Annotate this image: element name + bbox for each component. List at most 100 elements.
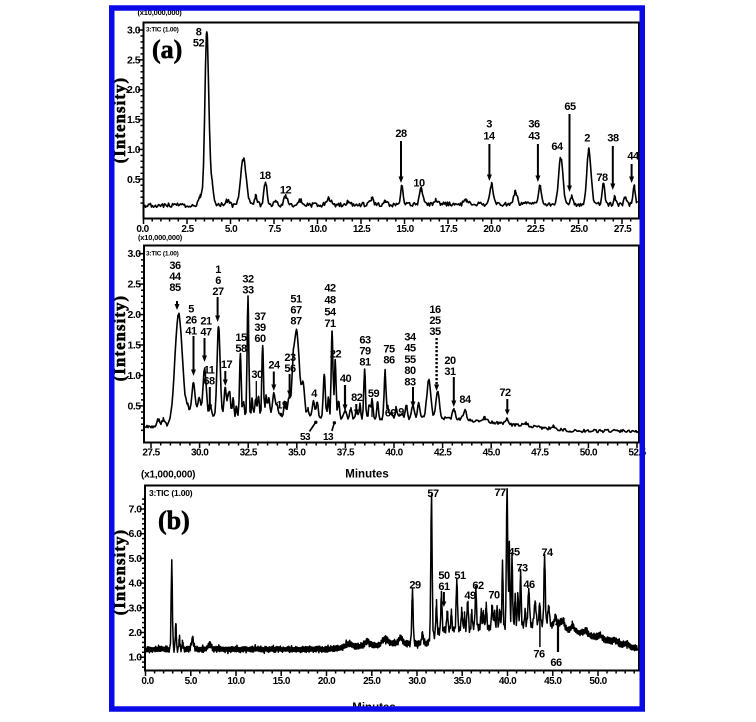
svg-text:3: 3 <box>486 119 492 131</box>
svg-text:47: 47 <box>200 327 212 339</box>
svg-text:38: 38 <box>607 133 619 145</box>
svg-text:1.5: 1.5 <box>127 114 141 126</box>
svg-text:1.0: 1.0 <box>127 144 141 156</box>
svg-text:(x1,000,000): (x1,000,000) <box>141 470 195 481</box>
svg-text:22.5: 22.5 <box>527 224 545 235</box>
svg-text:66: 66 <box>550 657 562 669</box>
svg-text:10: 10 <box>413 178 425 190</box>
svg-text:42: 42 <box>324 283 336 295</box>
svg-text:36: 36 <box>528 119 540 131</box>
svg-text:28: 28 <box>395 128 407 140</box>
svg-text:85: 85 <box>169 282 181 294</box>
svg-text:79: 79 <box>359 346 371 358</box>
svg-text:(x10,000,000): (x10,000,000) <box>138 8 183 17</box>
svg-text:41: 41 <box>185 326 197 338</box>
svg-text:65: 65 <box>564 101 576 113</box>
svg-text:37: 37 <box>254 311 266 323</box>
svg-text:6: 6 <box>215 275 221 287</box>
svg-text:73: 73 <box>516 563 528 575</box>
svg-text:6.0: 6.0 <box>129 528 143 540</box>
svg-text:9: 9 <box>398 407 404 419</box>
svg-text:(Intensity): (Intensity) <box>110 295 129 382</box>
svg-text:0.0: 0.0 <box>136 224 149 235</box>
svg-text:(x10,000,000): (x10,000,000) <box>138 233 183 242</box>
svg-text:3.0: 3.0 <box>128 248 142 260</box>
svg-text:44: 44 <box>627 151 640 163</box>
svg-text:48: 48 <box>324 294 336 306</box>
svg-text:3:TIC (1.00): 3:TIC (1.00) <box>146 251 179 258</box>
svg-text:58: 58 <box>235 343 247 355</box>
svg-text:63: 63 <box>359 335 371 347</box>
svg-text:33: 33 <box>242 285 254 297</box>
svg-text:52.5: 52.5 <box>628 448 646 459</box>
svg-text:30.0: 30.0 <box>408 676 426 687</box>
svg-text:27: 27 <box>212 286 224 298</box>
svg-text:1.5: 1.5 <box>128 340 142 352</box>
svg-text:10.0: 10.0 <box>309 224 327 235</box>
svg-text:12.5: 12.5 <box>353 224 371 235</box>
svg-text:51: 51 <box>454 570 466 582</box>
svg-text:15: 15 <box>235 332 247 344</box>
svg-text:56: 56 <box>284 363 296 375</box>
svg-text:20.0: 20.0 <box>483 224 501 235</box>
svg-text:72: 72 <box>499 387 511 399</box>
svg-text:36: 36 <box>169 260 181 272</box>
svg-text:32: 32 <box>242 274 254 286</box>
svg-text:2.5: 2.5 <box>127 54 141 66</box>
svg-text:17: 17 <box>221 359 233 371</box>
svg-text:76: 76 <box>533 649 545 661</box>
svg-text:20.0: 20.0 <box>318 676 336 687</box>
svg-text:27.5: 27.5 <box>614 224 632 235</box>
svg-text:35: 35 <box>429 326 441 338</box>
svg-text:84: 84 <box>459 394 472 406</box>
svg-text:70: 70 <box>488 590 500 602</box>
svg-text:14: 14 <box>483 131 496 143</box>
svg-text:74: 74 <box>541 547 554 559</box>
svg-text:80: 80 <box>404 365 416 377</box>
svg-text:10.0: 10.0 <box>227 676 245 687</box>
svg-text:15.0: 15.0 <box>396 224 414 235</box>
svg-text:(Intensity): (Intensity) <box>110 529 129 616</box>
svg-text:35.0: 35.0 <box>288 448 306 459</box>
svg-text:1: 1 <box>215 264 221 276</box>
svg-text:34: 34 <box>404 332 417 344</box>
svg-text:64: 64 <box>551 141 564 153</box>
svg-text:13: 13 <box>323 432 334 443</box>
svg-text:71: 71 <box>324 318 336 330</box>
svg-text:54: 54 <box>324 306 337 318</box>
svg-text:18: 18 <box>259 170 271 182</box>
svg-text:47.5: 47.5 <box>531 448 549 459</box>
svg-text:5.0: 5.0 <box>225 224 238 235</box>
svg-text:25.0: 25.0 <box>363 676 381 687</box>
svg-text:(a): (a) <box>152 35 182 64</box>
svg-text:40.0: 40.0 <box>499 676 517 687</box>
svg-text:1.0: 1.0 <box>128 370 142 382</box>
svg-text:3:TIC (1.00): 3:TIC (1.00) <box>146 27 179 34</box>
svg-text:50.0: 50.0 <box>589 676 607 687</box>
svg-text:81: 81 <box>359 357 371 369</box>
svg-text:49: 49 <box>464 590 476 602</box>
svg-text:82: 82 <box>351 392 363 404</box>
svg-text:86: 86 <box>383 355 395 367</box>
svg-text:0.5: 0.5 <box>127 174 141 186</box>
svg-text:31: 31 <box>444 366 456 378</box>
svg-text:3.0: 3.0 <box>129 602 143 614</box>
svg-text:19: 19 <box>276 400 288 412</box>
svg-text:52: 52 <box>193 37 205 49</box>
svg-text:8: 8 <box>196 27 202 39</box>
svg-text:5.0: 5.0 <box>185 676 198 687</box>
svg-text:2.0: 2.0 <box>128 309 142 321</box>
svg-text:29: 29 <box>409 580 421 592</box>
svg-text:16: 16 <box>429 304 441 316</box>
svg-text:25.0: 25.0 <box>570 224 588 235</box>
svg-text:2.0: 2.0 <box>129 627 143 639</box>
svg-text:0.5: 0.5 <box>128 400 142 412</box>
svg-text:30: 30 <box>251 369 263 381</box>
svg-text:0.0: 0.0 <box>141 676 154 687</box>
svg-text:2: 2 <box>584 133 590 145</box>
svg-text:25: 25 <box>429 315 441 327</box>
svg-text:23: 23 <box>284 352 296 364</box>
svg-text:21: 21 <box>200 316 212 328</box>
svg-text:62: 62 <box>472 580 484 592</box>
svg-text:2.5: 2.5 <box>181 224 194 235</box>
